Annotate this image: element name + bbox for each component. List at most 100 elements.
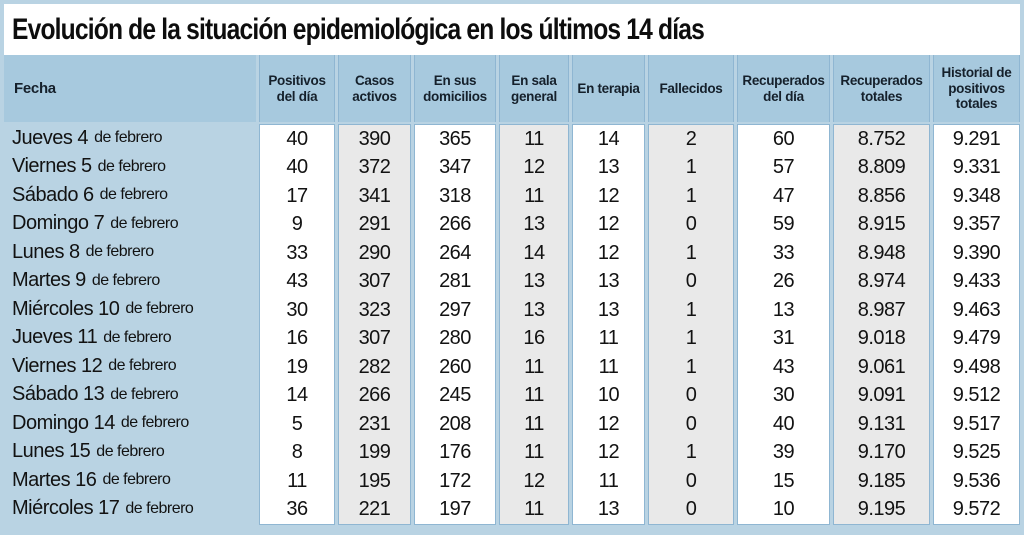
value-cell-casos-activos: 307	[358, 327, 391, 350]
date-cell: Domingo 14 de febrero	[4, 409, 256, 438]
date-cell: Martes 16 de febrero	[4, 466, 256, 495]
value-cell-sala-general: 13	[523, 213, 545, 236]
value-cell-historial-positivos: 9.536	[952, 469, 1001, 492]
value-cell-positivos-dia: 17	[286, 184, 308, 207]
value-cell-historial-positivos: 9.331	[952, 156, 1001, 179]
column-body-positivos-dia: 40 40 17 9 33 43 30 16 19 14 5 8 11 36	[259, 124, 335, 525]
value-cell-domicilios: 266	[439, 213, 471, 236]
column-header-positivos-dia: Positivos del día	[259, 55, 335, 122]
value-cell-sala-general: 11	[524, 412, 544, 435]
date-suffix: de febrero	[103, 328, 172, 346]
date-main: Lunes 15	[12, 440, 91, 463]
value-cell-recuperados-totales: 9.131	[857, 412, 906, 435]
value-cell-terapia: 12	[597, 412, 620, 435]
date-suffix: de febrero	[94, 129, 162, 147]
value-cell-recuperados-dia: 47	[772, 184, 795, 207]
value-cell-recuperados-dia: 40	[772, 412, 795, 435]
value-cell-historial-positivos: 9.512	[952, 384, 1001, 407]
value-cell-fallecidos: 0	[685, 213, 697, 236]
value-cell-fallecidos: 0	[685, 412, 697, 435]
date-main: Viernes 12	[12, 354, 103, 377]
column-header-fallecidos: Fallecidos	[648, 55, 734, 122]
value-cell-casos-activos: 341	[358, 184, 391, 207]
value-cell-fallecidos: 1	[685, 184, 697, 207]
column-body-domicilios: 365 347 318 266 264 281 297 280 260 245 208 176 172 1…	[414, 124, 496, 525]
value-cell-positivos-dia: 33	[286, 241, 308, 264]
date-suffix: de febrero	[125, 499, 194, 517]
value-cell-terapia: 14	[597, 127, 620, 150]
column-header-sala-general: En sala general	[499, 55, 569, 122]
value-cell-domicilios: 208	[439, 412, 471, 435]
value-cell-historial-positivos: 9.357	[952, 213, 1001, 236]
value-cell-recuperados-totales: 9.170	[857, 441, 906, 464]
value-cell-domicilios: 197	[439, 498, 471, 521]
column-body-terapia: 14 13 12 12 12 13 13 11 11 10 12 12 11 13	[572, 124, 645, 525]
column-header-domicilios: En sus domicilios	[414, 55, 496, 122]
date-main: Sábado 6	[12, 183, 94, 206]
value-cell-casos-activos: 323	[358, 298, 391, 321]
value-cell-historial-positivos: 9.463	[952, 298, 1001, 321]
value-cell-historial-positivos: 9.525	[952, 441, 1001, 464]
value-cell-fallecidos: 0	[685, 469, 697, 492]
value-cell-historial-positivos: 9.348	[952, 184, 1001, 207]
column-body-recuperados-totales: 8.752 8.809 8.856 8.915 8.948 8.974 8.987 9.018…	[833, 124, 930, 525]
value-cell-casos-activos: 282	[358, 355, 391, 378]
date-cell: Sábado 6 de febrero	[4, 181, 256, 210]
value-cell-casos-activos: 290	[358, 241, 391, 264]
value-cell-terapia: 12	[597, 441, 620, 464]
value-cell-domicilios: 347	[439, 156, 471, 179]
value-cell-terapia: 13	[597, 270, 620, 293]
date-suffix: de febrero	[97, 157, 166, 175]
value-cell-recuperados-totales: 8.915	[857, 213, 906, 236]
value-cell-recuperados-totales: 8.752	[857, 127, 906, 150]
value-cell-casos-activos: 307	[358, 270, 391, 293]
column-recuperados-dia: Recuperados del día 60 57 47 59 33 26 13 31 43 30 4…	[737, 55, 830, 525]
value-cell-sala-general: 12	[523, 469, 545, 492]
column-header-recuperados-totales: Recuperados totales	[833, 55, 930, 122]
value-cell-terapia: 11	[598, 355, 619, 378]
value-cell-sala-general: 11	[524, 441, 544, 464]
value-cell-fallecidos: 0	[685, 270, 697, 293]
value-cell-positivos-dia: 16	[286, 327, 308, 350]
value-cell-recuperados-totales: 8.987	[857, 298, 906, 321]
value-cell-terapia: 11	[598, 327, 619, 350]
date-main: Sábado 13	[12, 383, 105, 406]
value-cell-casos-activos: 199	[358, 441, 391, 464]
value-cell-historial-positivos: 9.291	[952, 127, 1001, 150]
date-main: Jueves 4	[12, 126, 89, 149]
value-cell-domicilios: 297	[439, 298, 471, 321]
value-cell-domicilios: 172	[439, 469, 471, 492]
value-cell-terapia: 10	[597, 384, 620, 407]
value-cell-recuperados-totales: 9.061	[857, 355, 906, 378]
value-cell-recuperados-totales: 9.091	[857, 384, 906, 407]
date-suffix: de febrero	[110, 385, 179, 403]
column-body-casos-activos: 390 372 341 291 290 307 323 307 282 266 231 199 195 2…	[338, 124, 411, 525]
column-sala-general: En sala general 11 12 11 13 14 13 13 16 11 11 11 11 1…	[499, 55, 569, 525]
date-suffix: de febrero	[108, 357, 177, 375]
value-cell-terapia: 13	[597, 298, 620, 321]
date-cell: Miércoles 10 de febrero	[4, 295, 256, 324]
date-main: Viernes 5	[12, 155, 92, 178]
value-cell-sala-general: 13	[523, 298, 545, 321]
value-cell-historial-positivos: 9.517	[952, 412, 1001, 435]
value-cell-recuperados-dia: 33	[772, 241, 795, 264]
column-fecha: Fecha Jueves 4 de febrero Viernes 5 de febre…	[4, 55, 256, 523]
value-cell-fallecidos: 0	[685, 498, 697, 521]
date-cell: Miércoles 17 de febrero	[4, 495, 256, 524]
value-cell-fallecidos: 1	[685, 327, 697, 350]
value-cell-positivos-dia: 14	[286, 384, 308, 407]
value-cell-historial-positivos: 9.433	[952, 270, 1001, 293]
value-cell-recuperados-totales: 9.185	[857, 469, 906, 492]
date-suffix: de febrero	[85, 243, 154, 261]
value-cell-casos-activos: 221	[358, 498, 391, 521]
date-cell: Sábado 13 de febrero	[4, 381, 256, 410]
value-cell-domicilios: 245	[439, 384, 471, 407]
value-cell-sala-general: 11	[524, 127, 544, 150]
column-terapia: En terapia 14 13 12 12 12 13 13 11 11 10 12 12 11 13	[572, 55, 645, 525]
date-cell: Domingo 7 de febrero	[4, 210, 256, 239]
value-cell-domicilios: 318	[439, 184, 471, 207]
date-main: Miércoles 10	[12, 297, 120, 320]
value-cell-sala-general: 13	[523, 270, 545, 293]
column-casos-activos: Casos activos 390 372 341 291 290 307 323 307 282…	[338, 55, 411, 525]
